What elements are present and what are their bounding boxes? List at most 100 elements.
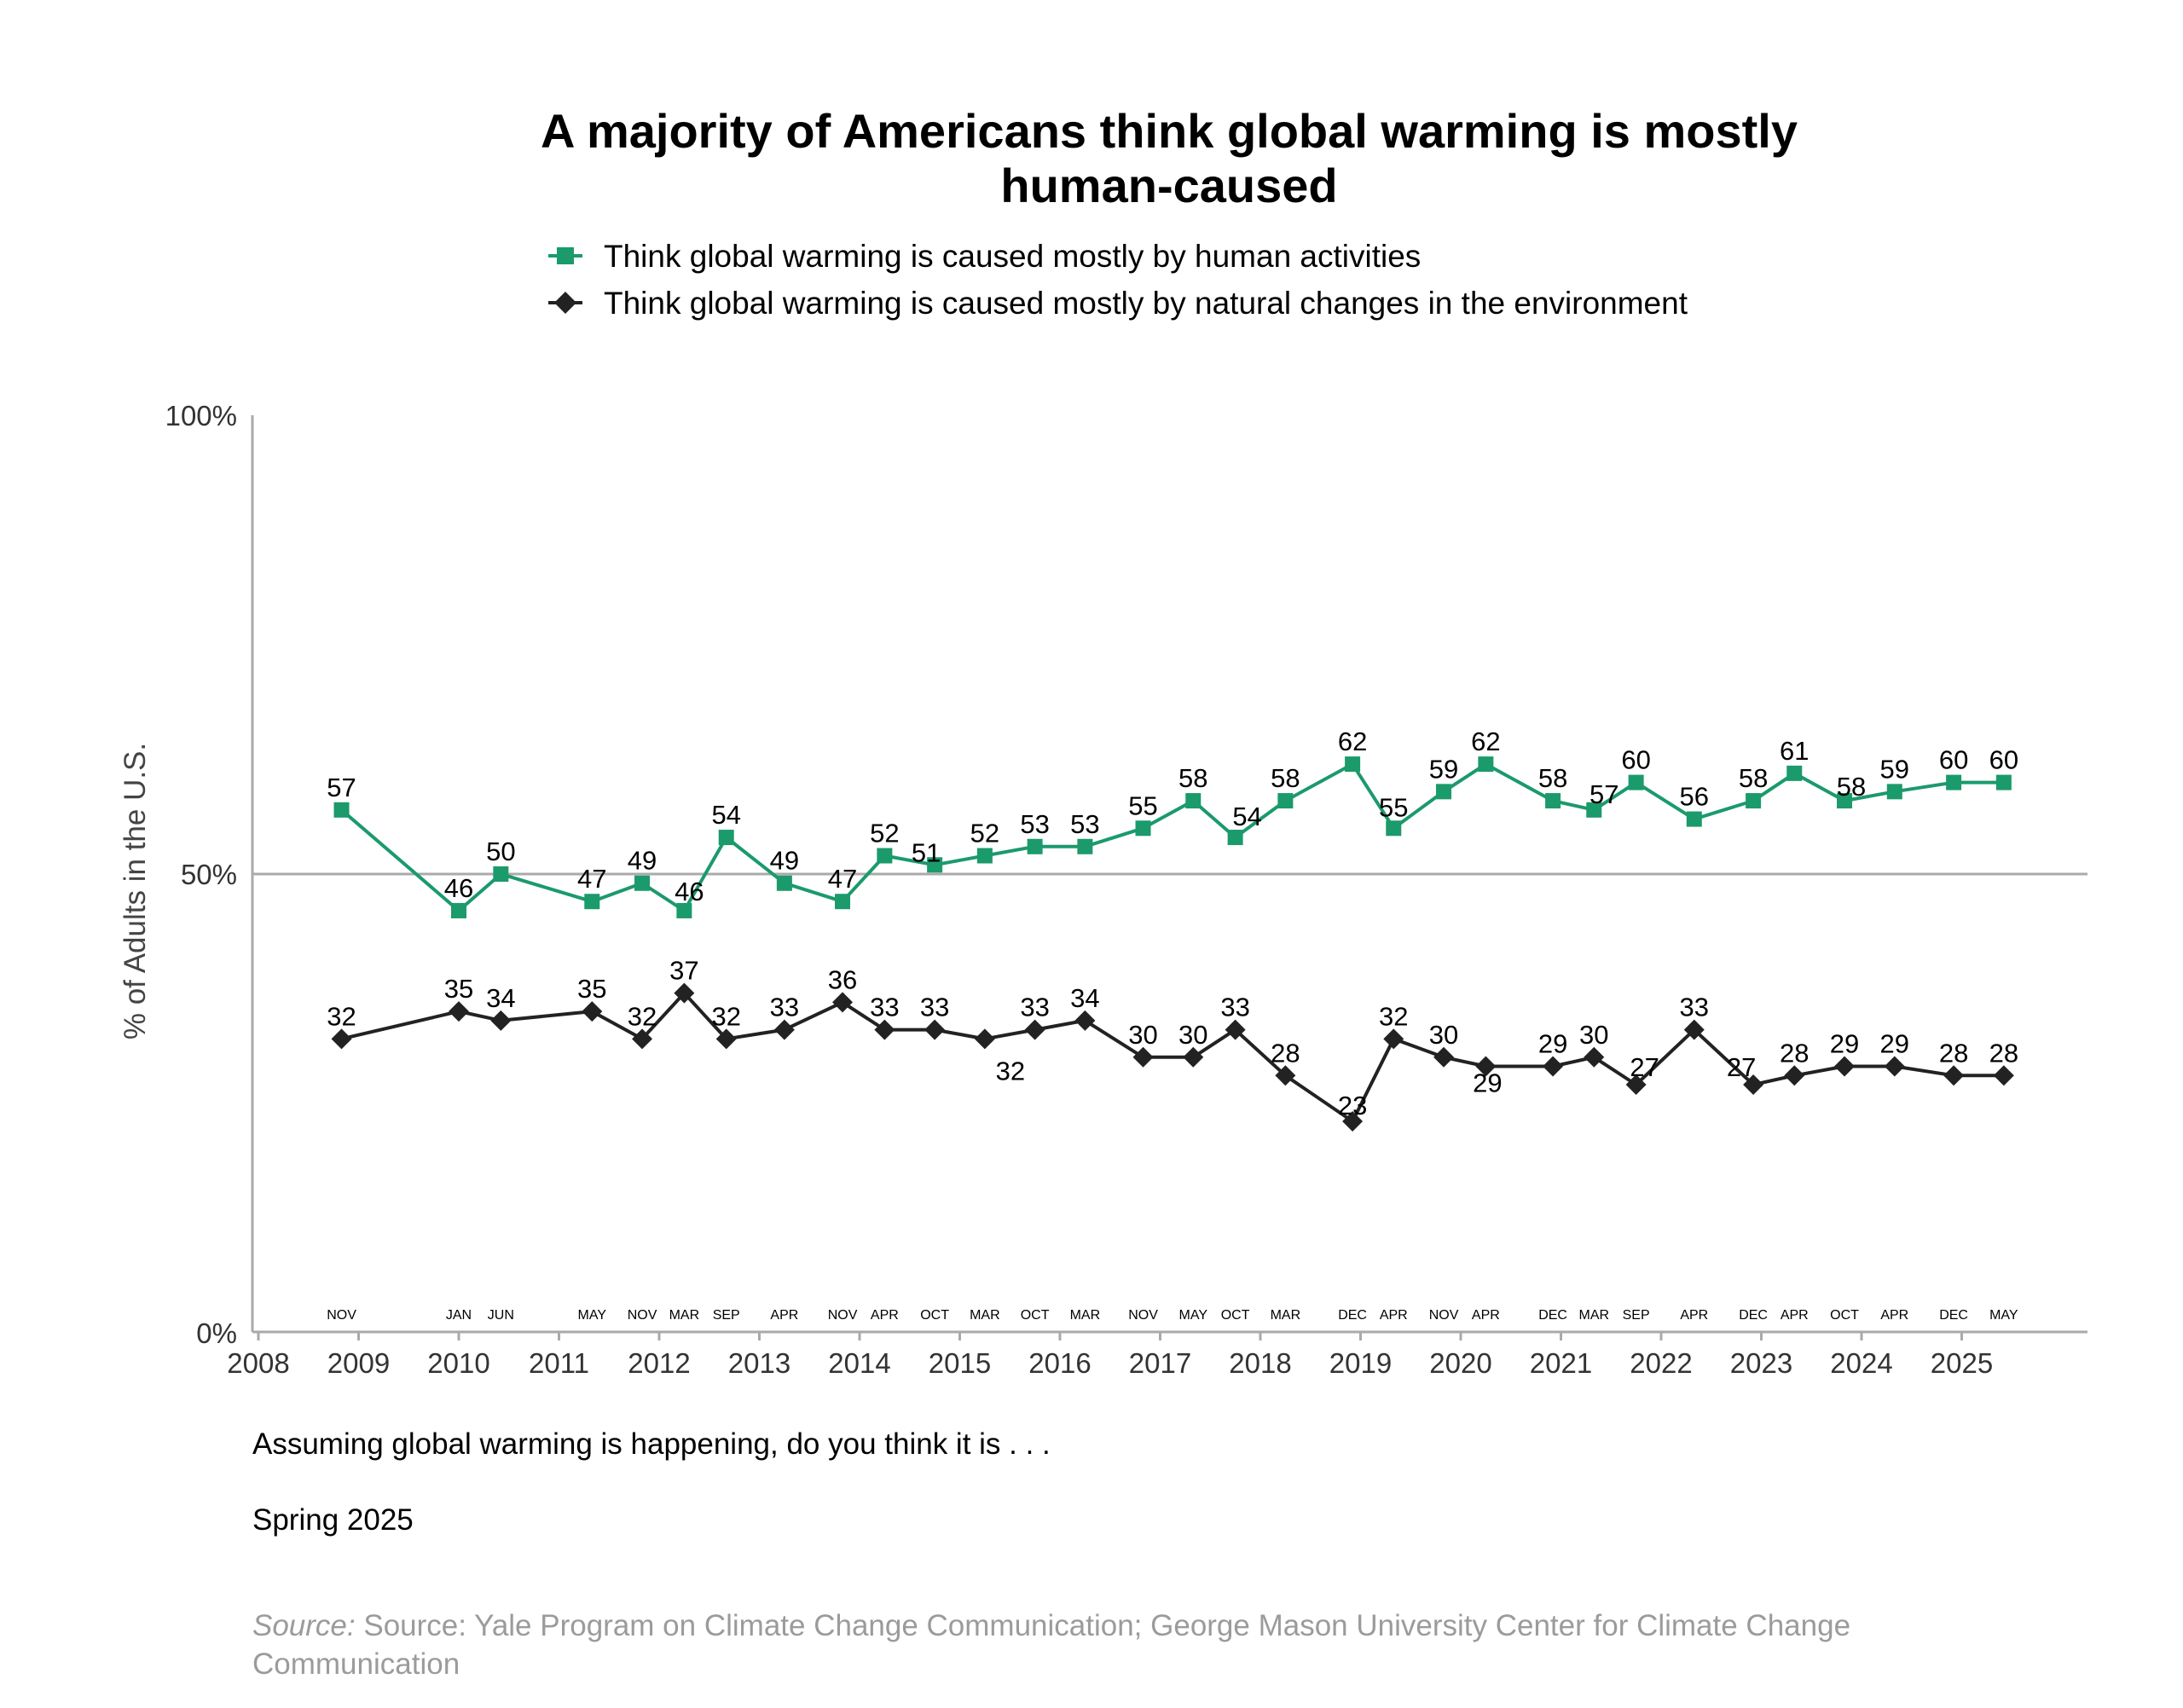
point-marker-human [976,848,993,864]
data-label-natural: 23 [1338,1091,1367,1120]
point-marker-natural [674,982,695,1004]
legend-label-human: Think global warming is caused mostly by… [604,239,1421,274]
data-label-human: 62 [1338,727,1367,756]
point-marker-human [1277,793,1294,809]
month-label: NOV [828,1308,858,1323]
point-marker-human [1436,784,1452,800]
x-axis-ticks: 2008 2009 2010 2011 2012 2013 2014 2015 2016 2017… [227,1332,1993,1379]
point-marker-natural [1543,1056,1564,1077]
point-marker-human [1386,820,1402,837]
month-label: OCT [1830,1308,1859,1323]
series-line-natural [341,991,2004,1123]
point-marker-human [718,830,734,846]
point-marker-human [451,902,466,918]
data-label-natural: 33 [870,993,899,1022]
data-label-human: 55 [1379,792,1408,822]
point-marker-natural [874,1019,895,1040]
date-note: Spring 2025 [252,1503,414,1537]
point-marker-natural [773,1019,795,1040]
point-marker-natural [1024,1019,1045,1040]
data-label-natural: 30 [1429,1020,1458,1050]
point-marker-human [1686,811,1702,827]
data-label-natural: 37 [669,956,698,986]
data-label-natural: 29 [1538,1029,1567,1059]
x-tick-label-2018: 2018 [1229,1347,1291,1379]
month-label: DEC [1939,1308,1968,1323]
y-axis-title: % of Adults in the U.S. [119,743,152,1039]
point-marker-natural [1183,1046,1204,1068]
data-label-human: 52 [970,819,999,848]
point-marker-natural [974,1028,995,1050]
point-marker-human [927,857,943,873]
point-marker-human [493,866,509,882]
point-marker-human [1995,774,2012,790]
month-label: MAR [669,1308,700,1323]
month-label: APR [1880,1308,1908,1323]
point-marker-human [1135,820,1151,837]
chart-title-line-2: human-caused [1000,159,1337,212]
data-label-natural: 27 [1727,1052,1756,1082]
data-label-human: 58 [1538,763,1567,793]
x-tick-label-2022: 2022 [1630,1347,1692,1379]
data-label-human: 58 [1271,763,1300,793]
source-line-1: Source: Source: Yale Program on Climate … [252,1609,1850,1642]
month-label: JUN [488,1308,514,1323]
legend: Think global warming is caused mostly by… [548,239,1688,321]
month-label: OCT [1021,1308,1050,1323]
data-label-human: 60 [1621,745,1650,775]
point-marker-natural [1383,1028,1404,1050]
point-marker-natural [1834,1056,1856,1077]
month-label: DEC [1338,1308,1367,1323]
data-label-human: 58 [1837,772,1866,802]
data-label-natural: 28 [1939,1038,1968,1068]
point-marker-natural [331,1028,352,1050]
point-marker-human [877,848,893,864]
data-label-human: 49 [628,846,657,876]
point-marker-human [1345,756,1361,773]
point-marker-natural [1884,1056,1905,1077]
data-label-natural: 28 [1780,1038,1809,1068]
data-label-natural: 34 [486,983,515,1013]
point-marker-human [634,875,651,891]
data-label-natural: 35 [577,974,606,1004]
source-line-2: Communication [252,1647,460,1681]
data-label-human: 46 [675,877,704,906]
month-label: OCT [920,1308,949,1323]
data-label-human: 54 [1232,802,1261,831]
x-tick-label-2011: 2011 [529,1347,589,1379]
data-label-human: 55 [1128,790,1157,820]
data-label-natural: 32 [1379,1001,1408,1031]
data-label-natural: 35 [444,974,473,1004]
data-label-natural: 33 [1020,993,1049,1022]
point-marker-natural [582,1001,603,1022]
point-marker-human [1886,784,1902,800]
data-label-human: 54 [711,800,740,830]
x-tick-label-2008: 2008 [227,1347,289,1379]
data-label-human: 60 [1939,745,1968,775]
x-tick-label-2009: 2009 [327,1347,390,1379]
series-line-human [340,762,2004,912]
data-label-human: 51 [912,837,941,867]
legend-item-human: Think global warming is caused mostly by… [548,239,1421,274]
data-label-human: 47 [577,864,606,894]
x-tick-label-2017: 2017 [1129,1347,1191,1379]
point-marker-human [835,894,851,910]
data-label-natural: 32 [996,1056,1025,1086]
point-marker-human [1077,838,1093,854]
month-label: SEP [1623,1308,1650,1323]
month-label: APR [871,1308,899,1323]
point-marker-human [1027,838,1043,854]
data-label-natural: 32 [628,1001,657,1031]
data-label-human: 57 [327,773,356,802]
point-marker-natural [1943,1065,1965,1086]
point-marker-human [676,902,692,918]
data-label-natural: 34 [1070,983,1099,1013]
point-marker-natural [1584,1046,1605,1068]
point-marker-natural [490,1010,512,1031]
series-human: 57 46 50 47 49 46 54 49 47 52 51 52 53 53 55 58 54 58 62 55… [327,727,2018,918]
data-label-natural: 27 [1630,1052,1659,1082]
month-label: MAY [578,1308,607,1323]
month-label: MAY [1179,1308,1208,1323]
data-label-natural: 33 [1220,993,1249,1022]
